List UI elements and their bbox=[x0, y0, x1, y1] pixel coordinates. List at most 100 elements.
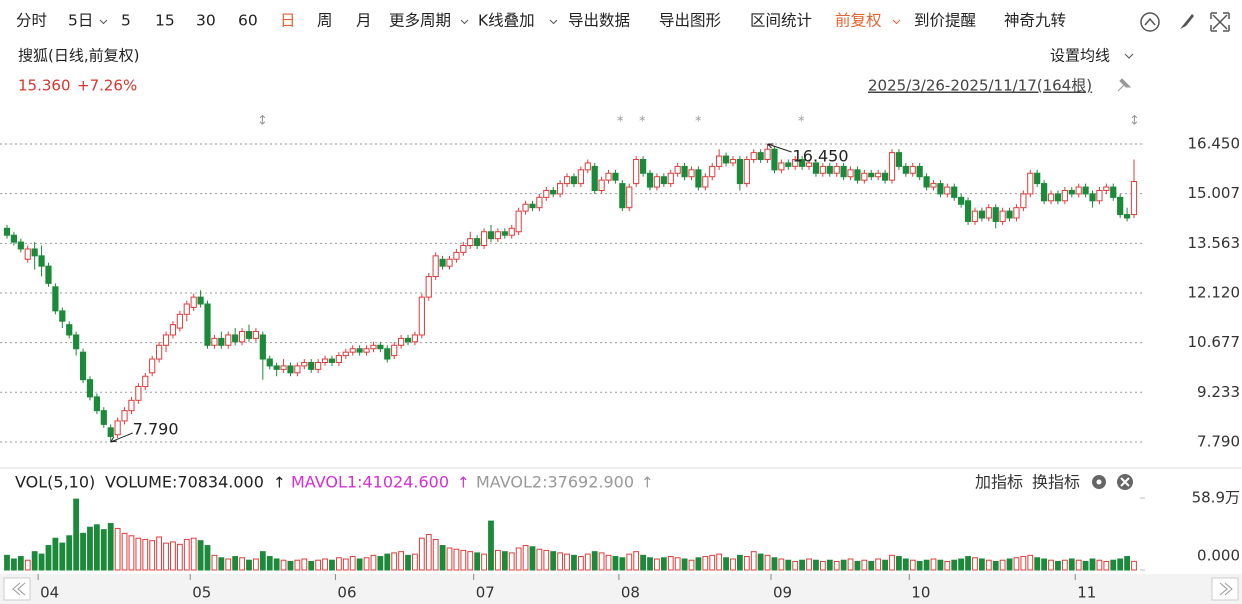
toolbar-item[interactable]: 区间统计 bbox=[750, 12, 812, 30]
top-icon[interactable] bbox=[1140, 12, 1160, 32]
volume-bar bbox=[398, 551, 405, 571]
candle-body bbox=[1130, 181, 1138, 216]
volume-bar bbox=[674, 557, 681, 571]
volume-bar bbox=[750, 551, 757, 571]
candle-body bbox=[418, 296, 425, 336]
price-change: +7.26% bbox=[77, 77, 137, 95]
toolbar-item[interactable]: 更多周期 bbox=[389, 12, 451, 30]
volume-bar bbox=[840, 559, 847, 571]
volume-bar bbox=[135, 537, 142, 571]
candle-body bbox=[259, 334, 266, 360]
volume-bar bbox=[170, 541, 176, 571]
ma-setting[interactable]: 设置均线 bbox=[1050, 47, 1110, 65]
volume-legend: VOL(5,10) bbox=[15, 473, 95, 492]
volume-bar bbox=[114, 527, 121, 571]
toolbar-item[interactable]: 到价提醒 bbox=[914, 12, 976, 30]
volume-bar bbox=[522, 545, 529, 571]
volume-bar bbox=[550, 551, 557, 571]
candle-body bbox=[1027, 172, 1034, 195]
volume-bar bbox=[197, 540, 204, 571]
date-range[interactable]: 2025/3/26-2025/11/17(164根) bbox=[868, 77, 1092, 95]
volume-bar bbox=[391, 552, 398, 571]
indicator-button[interactable]: 加指标 bbox=[975, 473, 1023, 492]
y-tick-label: 7.790 bbox=[1197, 432, 1240, 450]
volume-bar bbox=[453, 548, 460, 571]
candle-body bbox=[674, 165, 681, 174]
scroll-right[interactable] bbox=[1211, 577, 1239, 601]
x-tick-label: 04 bbox=[40, 584, 59, 602]
candle-body bbox=[702, 176, 709, 188]
volume-bar bbox=[1082, 560, 1089, 571]
volume-bar bbox=[446, 547, 453, 571]
candle-body bbox=[176, 313, 183, 329]
candle-body bbox=[985, 207, 992, 219]
volume-bar bbox=[1124, 556, 1130, 571]
volume-bar bbox=[965, 556, 971, 571]
volume-bar bbox=[246, 559, 252, 571]
volume-bar bbox=[584, 553, 591, 571]
volume-bar bbox=[280, 559, 287, 571]
toolbar-item[interactable]: 导出数据 bbox=[568, 12, 630, 30]
candle-body bbox=[812, 162, 820, 174]
candle-body bbox=[10, 234, 18, 243]
volume-bar bbox=[833, 560, 840, 571]
candle-body bbox=[1096, 189, 1103, 202]
toolbar-item[interactable]: 导出图形 bbox=[659, 12, 721, 30]
annotation-arrow bbox=[767, 143, 792, 153]
volume-bar bbox=[17, 556, 24, 571]
candle-body bbox=[771, 148, 778, 171]
toolbar-item[interactable]: 30 bbox=[196, 12, 216, 30]
candle-body bbox=[584, 162, 591, 171]
toolbar-item[interactable]: 5 bbox=[121, 12, 131, 30]
fullscreen-icon[interactable] bbox=[1210, 12, 1230, 32]
chevron bbox=[549, 19, 558, 25]
y-tick-label: 15.007 bbox=[1188, 184, 1241, 202]
candle-body bbox=[875, 172, 882, 178]
toolbar-item[interactable]: K线叠加 bbox=[478, 12, 535, 30]
x-tick-label: 10 bbox=[911, 584, 930, 602]
candle-body bbox=[716, 155, 723, 167]
volume-bar bbox=[335, 557, 342, 571]
legend-arrow: ↑ bbox=[273, 474, 286, 492]
toolbar-item[interactable]: 60 bbox=[238, 12, 258, 30]
candle-body bbox=[944, 186, 951, 195]
indicator-button[interactable]: 换指标 bbox=[1032, 473, 1080, 492]
volume-bar bbox=[916, 560, 923, 571]
candle-body bbox=[1054, 193, 1062, 202]
scroll-right-icon bbox=[1219, 582, 1233, 596]
candle-body bbox=[916, 165, 923, 178]
candle-body bbox=[1103, 186, 1110, 191]
volume-bar bbox=[930, 558, 937, 571]
volume-bar bbox=[474, 552, 481, 571]
volume-bar bbox=[619, 557, 626, 571]
brush-icon[interactable] bbox=[1180, 14, 1194, 29]
scroll-left[interactable] bbox=[3, 577, 31, 601]
pin-icon[interactable] bbox=[1117, 78, 1132, 92]
volume-tick-label: 58.9万 bbox=[1192, 489, 1240, 507]
toolbar-item[interactable]: 日 bbox=[280, 12, 296, 30]
volume-bar bbox=[951, 559, 958, 571]
toolbar-item[interactable]: 前复权 bbox=[835, 12, 882, 30]
toolbar-item[interactable]: 月 bbox=[356, 12, 372, 30]
volume-bar bbox=[501, 551, 508, 571]
volume-bar bbox=[695, 557, 702, 571]
candle-body bbox=[785, 162, 792, 167]
toolbar-item[interactable]: 15 bbox=[155, 12, 175, 30]
candle-body bbox=[923, 176, 930, 188]
toolbar-item[interactable]: 5日 bbox=[68, 12, 93, 30]
toolbar-item[interactable]: 周 bbox=[317, 12, 333, 30]
volume-bar bbox=[909, 559, 916, 571]
volume-bar bbox=[149, 540, 156, 571]
volume-bar bbox=[412, 553, 418, 571]
volume-bar bbox=[38, 553, 45, 571]
volume-bar bbox=[847, 558, 854, 571]
candle-body bbox=[190, 296, 197, 308]
candle-body bbox=[211, 337, 218, 346]
candle-body bbox=[729, 159, 737, 164]
volume-bar bbox=[1027, 554, 1034, 571]
toolbar-item[interactable]: 神奇九转 bbox=[1004, 12, 1066, 30]
volume-tick-label: 0.000 bbox=[1197, 547, 1240, 565]
price: 15.360 bbox=[18, 77, 71, 95]
toolbar-item[interactable]: 分时 bbox=[16, 12, 47, 30]
